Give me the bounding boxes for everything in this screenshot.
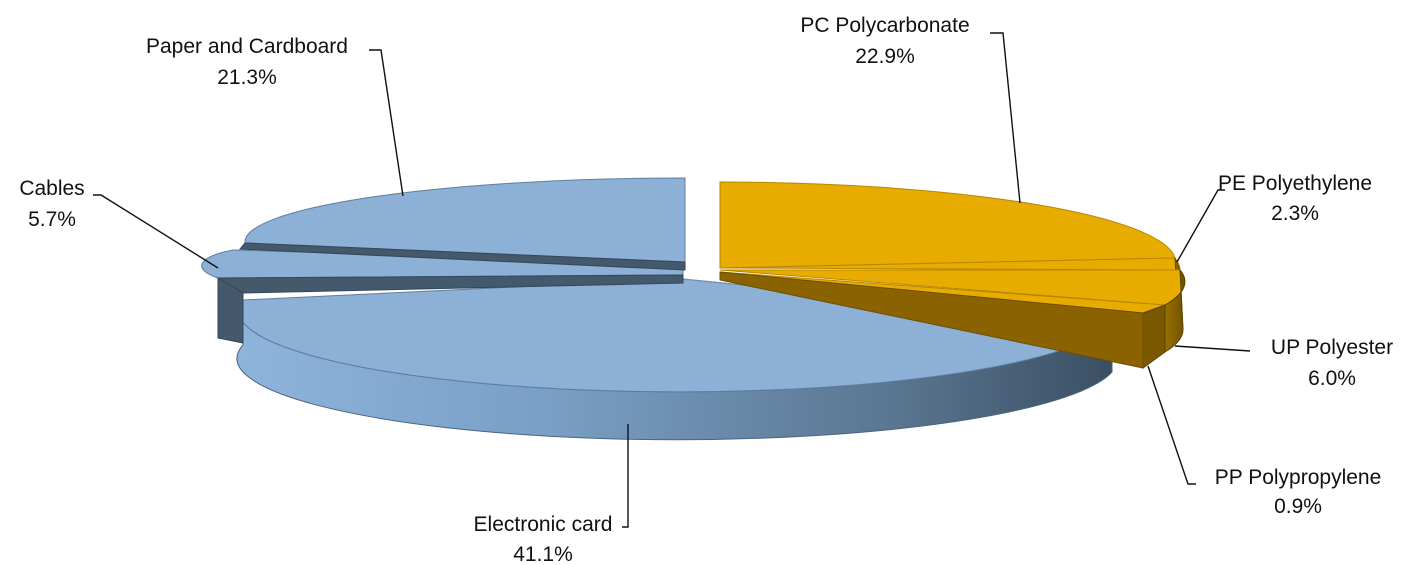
- leader-line: [93, 194, 219, 269]
- slice-label-value: 22.9%: [855, 45, 915, 68]
- label-cables: Cables 5.7%: [19, 177, 219, 269]
- leader-line: [1147, 365, 1196, 485]
- slice-pc-polycarbonate: [719, 181, 1176, 269]
- slice-label-name: Paper and Cardboard: [146, 35, 348, 58]
- slice-label-value: 0.9%: [1274, 495, 1322, 518]
- slice-label-name: PC Polycarbonate: [800, 14, 969, 37]
- leader-line: [1176, 189, 1225, 263]
- slice-label-name: PP Polypropylene: [1215, 466, 1382, 489]
- slice-label-name: PE Polyethylene: [1218, 172, 1372, 195]
- label-electronic-card: Electronic card 41.1%: [474, 424, 629, 565]
- slice-label-name: Cables: [19, 177, 84, 200]
- label-pe-polyethylene: PE Polyethylene 2.3%: [1176, 172, 1372, 263]
- leader-line: [622, 424, 629, 528]
- label-paper-and-cardboard: Paper and Cardboard 21.3%: [146, 35, 404, 197]
- leader-line: [990, 32, 1021, 204]
- pie-labels: PC Polycarbonate 22.9% PE Polyethylene 2.3%…: [19, 14, 1393, 565]
- slice-label-value: 5.7%: [28, 208, 76, 231]
- slice-label-value: 2.3%: [1271, 202, 1319, 225]
- slice-label-name: UP Polyester: [1271, 336, 1393, 359]
- slice-up-polyester: [719, 268, 1186, 353]
- label-up-polyester: UP Polyester 6.0%: [1174, 336, 1393, 390]
- label-pc-polycarbonate: PC Polycarbonate 22.9%: [800, 14, 1021, 204]
- slice-label-name: Electronic card: [474, 513, 613, 536]
- slice-label-value: 21.3%: [217, 66, 277, 89]
- slice-label-value: 41.1%: [513, 543, 573, 565]
- pie-slices: [201, 177, 1186, 441]
- slice-label-value: 6.0%: [1308, 367, 1356, 390]
- leader-line: [1174, 345, 1251, 352]
- leader-line: [369, 49, 404, 197]
- slice-paper-and-cardboard: [238, 177, 686, 271]
- label-pp-polypropylene: PP Polypropylene 0.9%: [1147, 365, 1382, 518]
- slice-cables: [201, 249, 684, 344]
- slice-pp-polypropylene: [719, 271, 1166, 369]
